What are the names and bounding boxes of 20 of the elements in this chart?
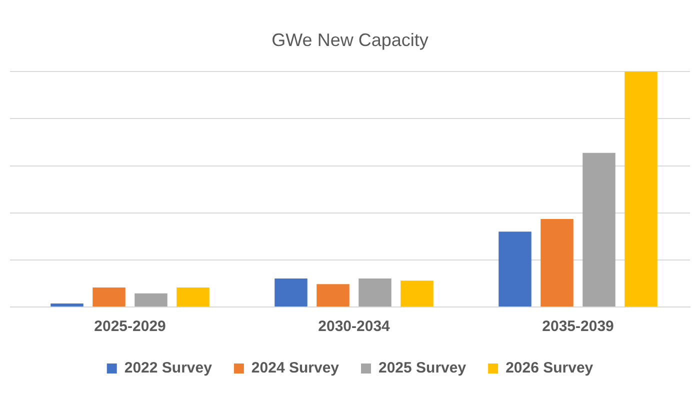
bar: [582, 152, 616, 306]
x-tick-label: 2035-2039: [542, 318, 614, 336]
chart-title: GWe New Capacity: [272, 30, 428, 50]
legend-label: 2026 Survey: [506, 360, 594, 377]
x-tick-label: 2030-2034: [318, 318, 391, 336]
bar: [400, 280, 434, 306]
legend-label: 2025 Survey: [378, 360, 467, 377]
bar: [176, 287, 210, 306]
bar: [358, 278, 392, 306]
x-tick-label: 2025-2029: [94, 318, 166, 336]
bar: [624, 72, 658, 306]
bar: [316, 284, 350, 306]
bar: [92, 287, 126, 306]
bar: [274, 278, 308, 306]
bar: [134, 293, 168, 306]
bar: [50, 303, 84, 306]
bar: [498, 232, 532, 306]
legend-label: 2022 Survey: [124, 360, 213, 377]
bar: [540, 218, 574, 306]
legend-label: 2024 Survey: [251, 360, 340, 377]
